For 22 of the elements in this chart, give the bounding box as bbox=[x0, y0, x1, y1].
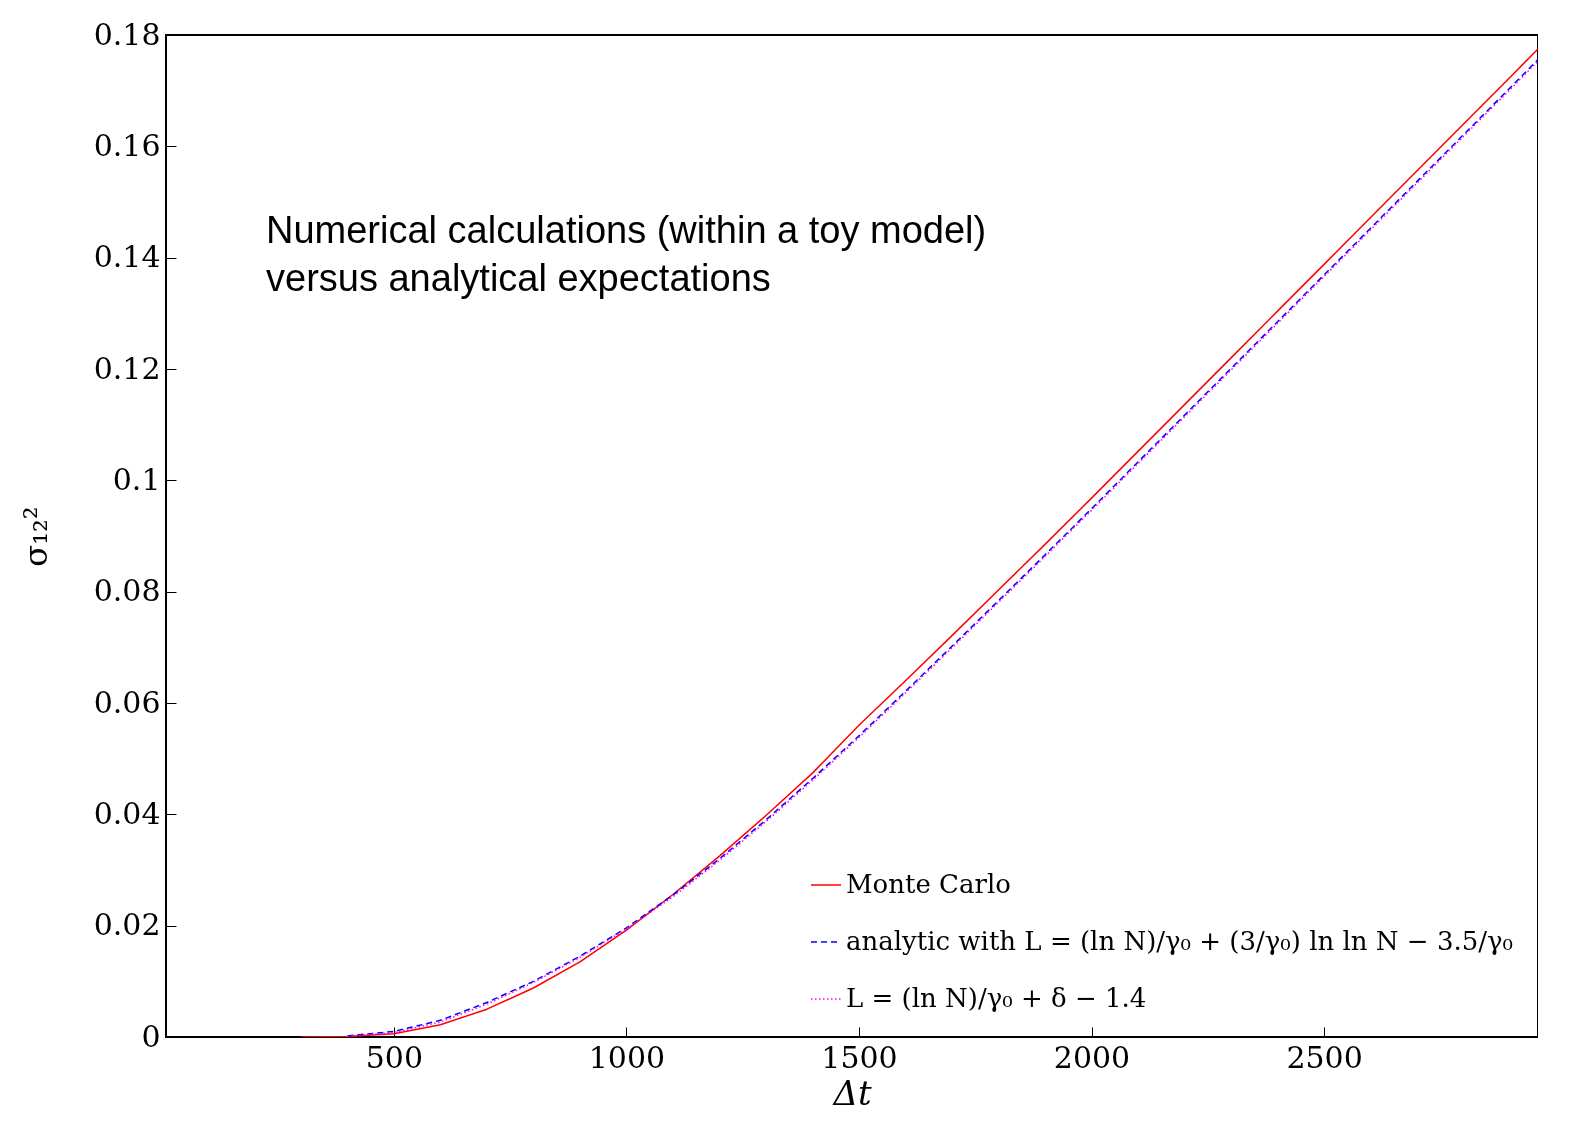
x-tick-label: 500 bbox=[365, 1039, 424, 1075]
x-tick-label: 2000 bbox=[1053, 1039, 1131, 1075]
y-tick-label: 0.18 bbox=[93, 16, 161, 52]
y-tick-label: 0.08 bbox=[93, 573, 161, 609]
y-tick-label: 0.12 bbox=[93, 350, 161, 386]
y-tick-label: 0.16 bbox=[93, 127, 161, 163]
annotation: Numerical calculations (within a toy model) bbox=[266, 209, 987, 251]
legend-label: Monte Carlo bbox=[846, 869, 1011, 899]
legend-label: L = (ln N)/γ₀ + δ − 1.4 bbox=[846, 983, 1147, 1013]
x-tick-label: 2500 bbox=[1286, 1039, 1363, 1075]
legend-label: analytic with L = (ln N)/γ₀ + (3/γ₀) ln ln N − 3.5/γ₀ bbox=[846, 926, 1513, 956]
y-axis-title: σ₁₂² bbox=[16, 506, 55, 567]
x-tick-label: 1500 bbox=[821, 1039, 898, 1075]
y-tick-label: 0 bbox=[141, 1018, 161, 1054]
x-tick-label: 1000 bbox=[588, 1039, 666, 1075]
y-tick-label: 0.06 bbox=[93, 684, 161, 720]
y-tick-label: 0.14 bbox=[93, 239, 161, 275]
y-tick-label: 0.1 bbox=[112, 461, 161, 497]
annotation: versus analytical expectations bbox=[266, 257, 771, 299]
y-tick-label: 0.04 bbox=[93, 795, 161, 831]
x-axis-title: Δt bbox=[831, 1072, 872, 1113]
y-tick-label: 0.02 bbox=[93, 907, 161, 943]
